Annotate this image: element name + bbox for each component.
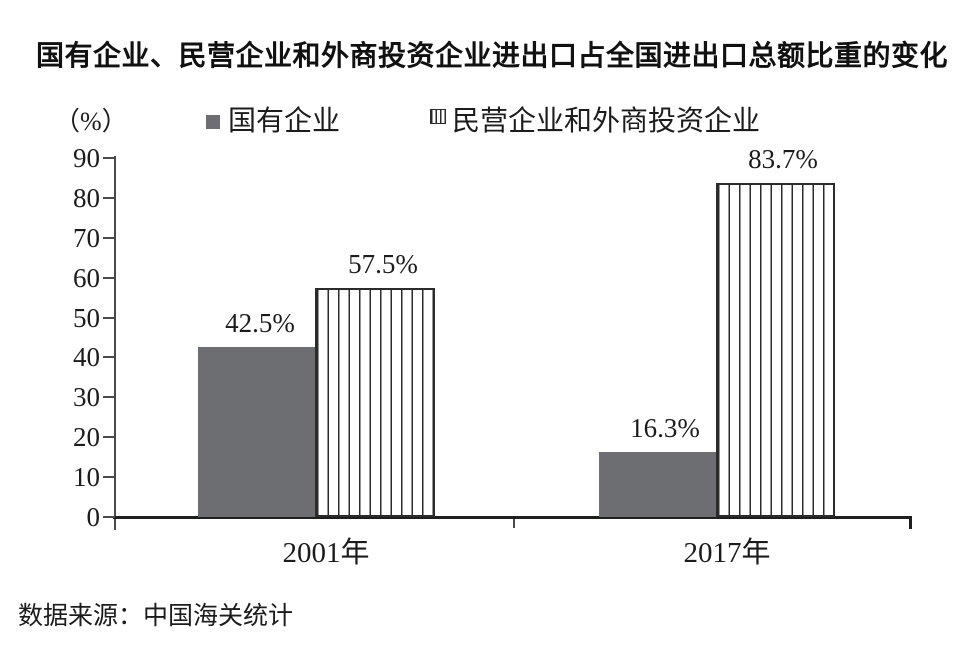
legend-label-state-owned: 国有企业 xyxy=(228,106,341,137)
y-tick-label: 90 xyxy=(73,143,100,173)
y-tick-label: 70 xyxy=(73,222,100,253)
value-label-2001-private-foreign: 57.5% xyxy=(348,249,418,279)
y-tick-mark xyxy=(103,157,115,159)
x-axis-end-tick xyxy=(909,516,912,529)
x-axis-line xyxy=(113,516,912,519)
category-label-2017: 2017年 xyxy=(683,537,771,569)
y-tick-label: 30 xyxy=(73,382,100,413)
y-tick-label: 40 xyxy=(73,342,100,373)
chart-title: 国有企业、民营企业和外商投资企业进出口占全国进出口总额比重的变化 xyxy=(36,40,949,71)
y-tick-label: 50 xyxy=(73,302,100,333)
y-tick-mark xyxy=(103,516,115,518)
y-tick-mark xyxy=(103,436,115,439)
value-label-2017-private-foreign: 83.7% xyxy=(748,144,818,174)
y-tick-mark xyxy=(103,396,115,399)
y-axis-line xyxy=(114,156,116,530)
y-tick-mark xyxy=(103,196,115,199)
y-tick-label: 20 xyxy=(73,422,100,453)
legend-swatch-solid-icon xyxy=(206,115,220,129)
y-tick-mark xyxy=(103,476,115,479)
bar-2017-private-foreign xyxy=(716,183,835,517)
bar-2001-private-foreign xyxy=(315,288,435,517)
bar-2017-state-owned xyxy=(599,452,716,517)
y-tick-mark xyxy=(103,316,115,319)
legend-swatch-striped-icon xyxy=(430,109,446,124)
category-label-2001: 2001年 xyxy=(282,537,370,569)
data-source-note: 数据来源：中国海关统计 xyxy=(18,603,294,630)
legend-label-private-foreign: 民营企业和外商投资企业 xyxy=(452,106,761,137)
value-label-2017-state-owned: 16.3% xyxy=(630,413,700,443)
y-tick-mark xyxy=(103,356,115,359)
y-tick-mark xyxy=(103,276,115,279)
value-label-2001-state-owned: 42.5% xyxy=(225,308,295,338)
y-tick-label: 10 xyxy=(73,462,100,493)
y-tick-mark xyxy=(103,236,115,239)
bar-2001-state-owned xyxy=(198,347,315,517)
y-axis-unit-label: （%） xyxy=(54,107,128,136)
y-tick-label: 60 xyxy=(73,262,100,293)
y-tick-label: 80 xyxy=(73,182,100,213)
y-tick-label: 0 xyxy=(86,502,101,532)
x-axis-category-divider-tick xyxy=(513,519,515,528)
